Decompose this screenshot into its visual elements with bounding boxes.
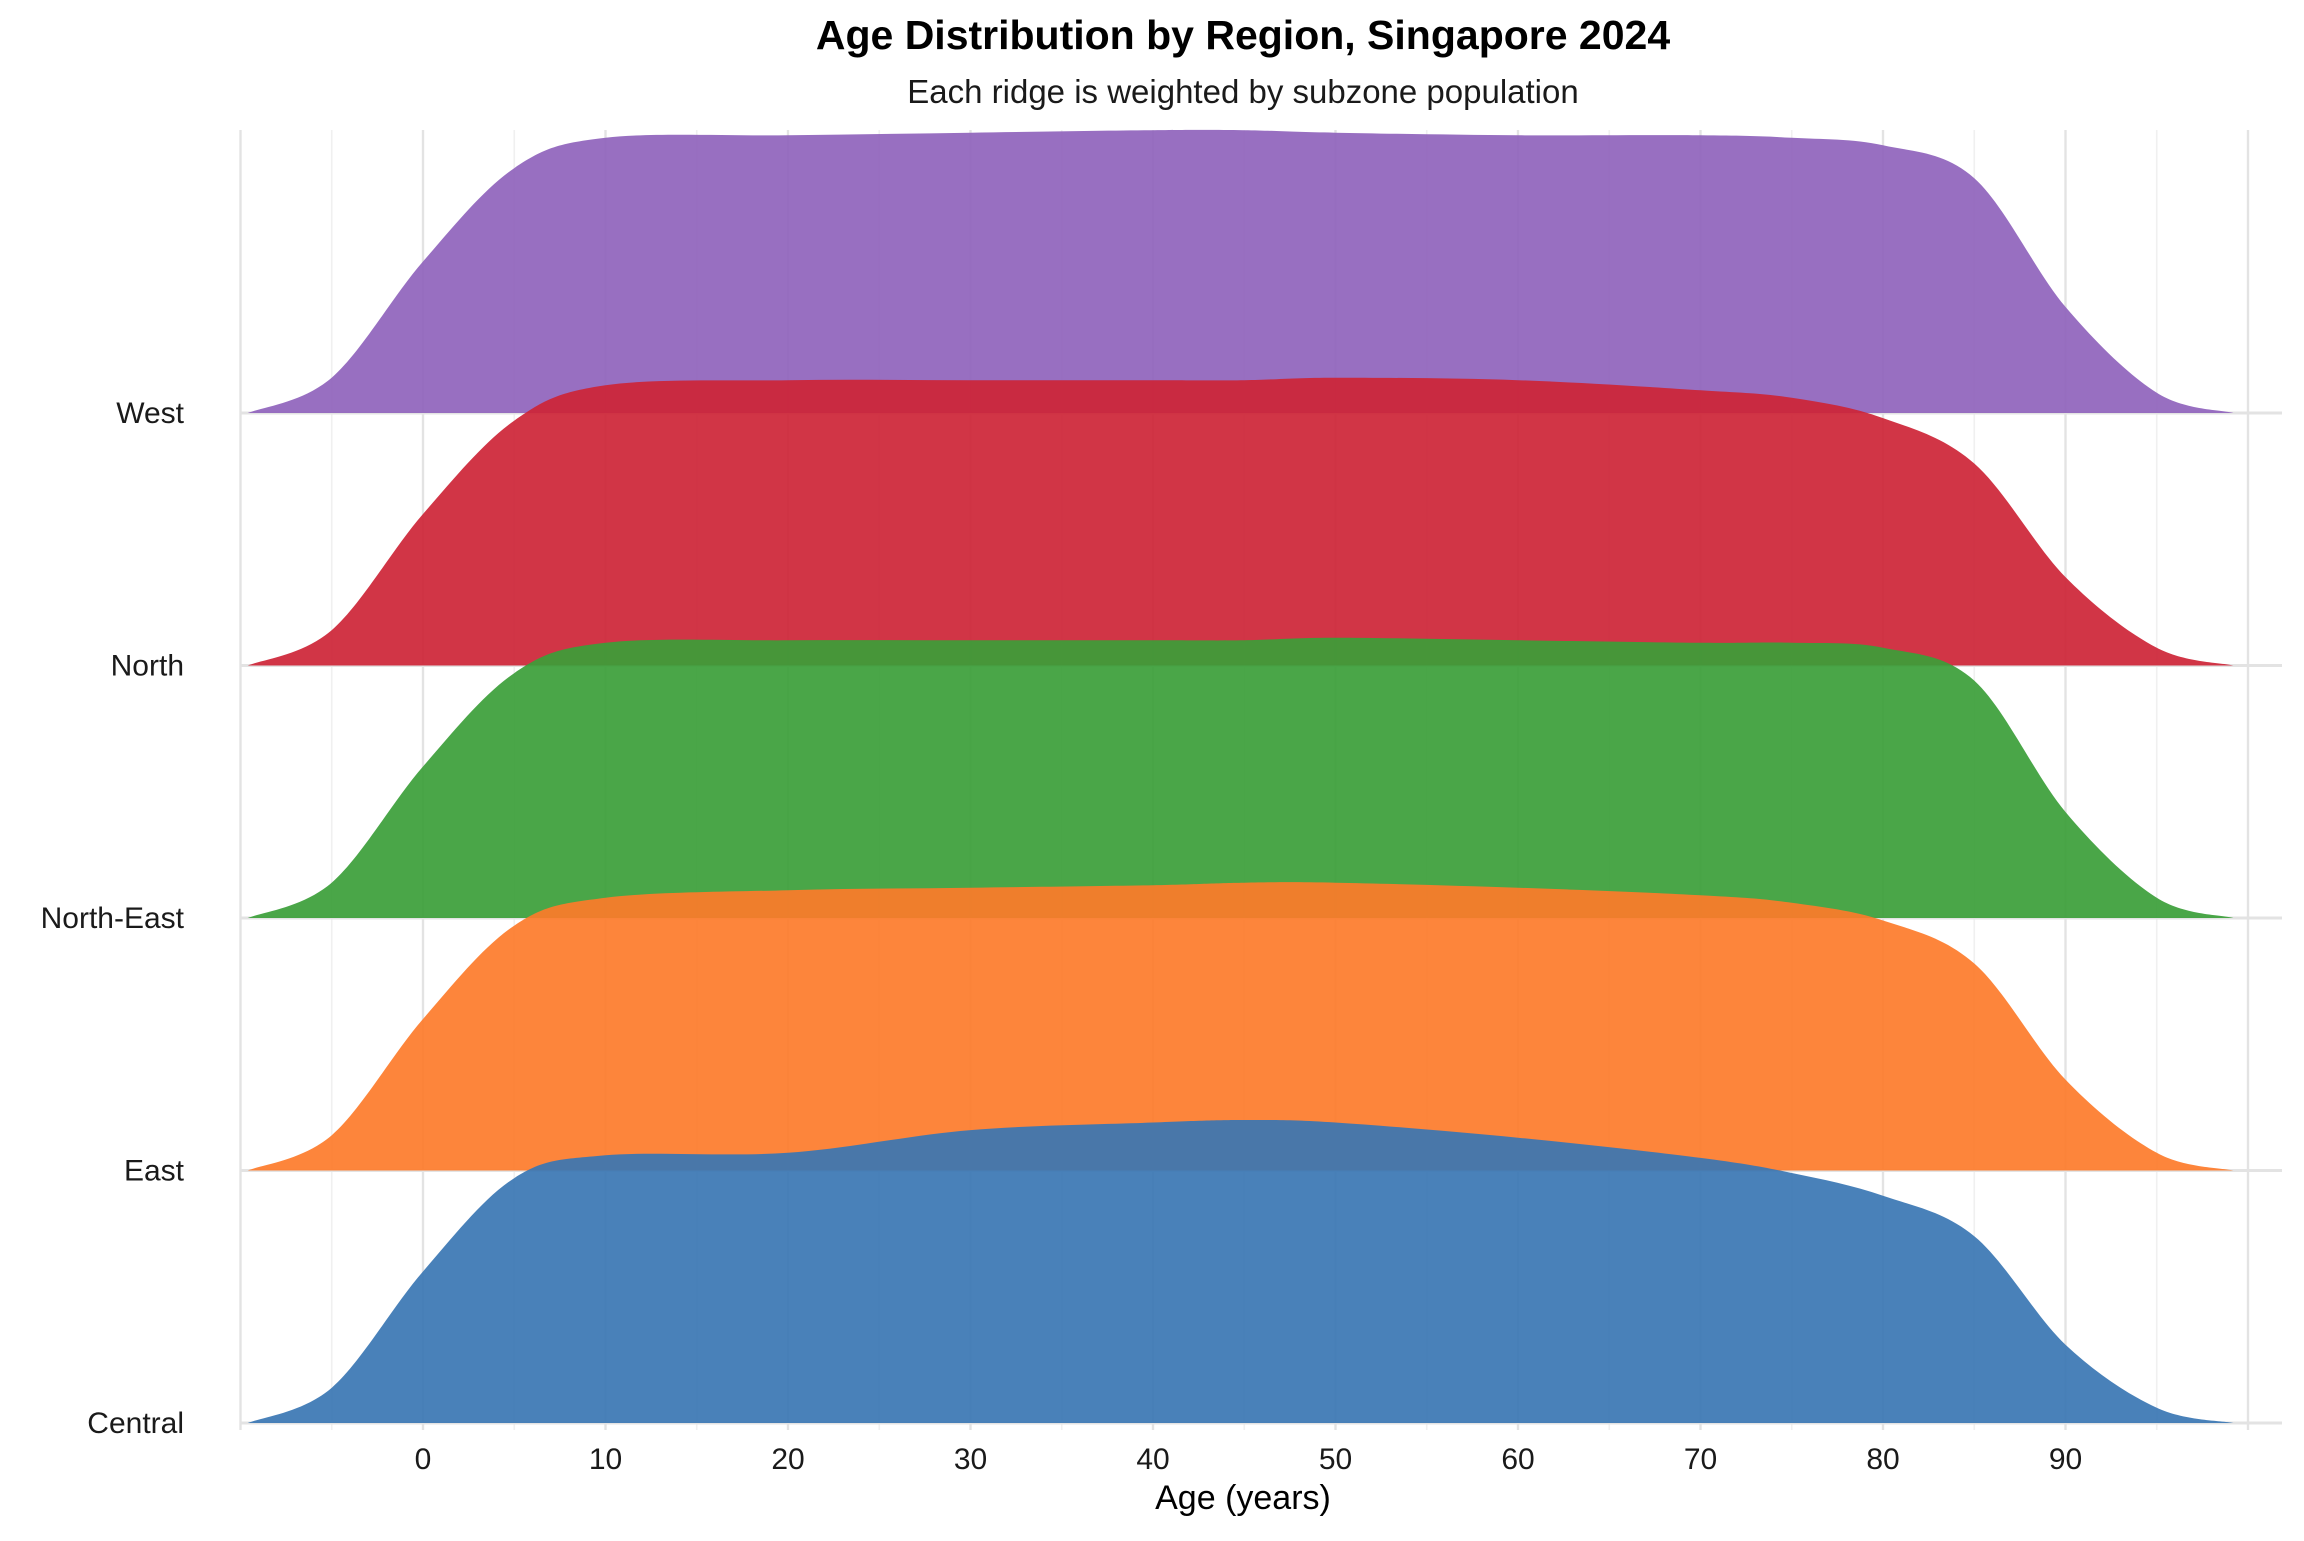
ridge-central bbox=[247, 1119, 2234, 1423]
y-category-label: West bbox=[116, 397, 184, 430]
y-axis-labels: Central East North-East North West bbox=[41, 397, 185, 1440]
y-category-label: North bbox=[111, 650, 184, 683]
x-tick-label: 20 bbox=[771, 1443, 804, 1476]
x-axis-ticks: 0 10 20 30 40 50 60 70 80 90 bbox=[415, 1443, 2083, 1476]
x-tick-label: 90 bbox=[2049, 1443, 2082, 1476]
x-tick-label: 10 bbox=[589, 1443, 622, 1476]
ridge-north bbox=[247, 377, 2234, 666]
x-axis-title: Age (years) bbox=[1155, 1479, 1331, 1517]
ridge-north-east bbox=[247, 637, 2234, 918]
chart-subtitle: Each ridge is weighted by subzone popula… bbox=[907, 73, 1578, 110]
y-category-label: Central bbox=[87, 1407, 184, 1440]
ridges bbox=[247, 129, 2234, 1423]
ridge-west bbox=[247, 129, 2234, 413]
y-category-label: North-East bbox=[41, 902, 185, 935]
x-tick-label: 30 bbox=[954, 1443, 987, 1476]
x-tick-label: 60 bbox=[1501, 1443, 1534, 1476]
ridge-east bbox=[247, 882, 2234, 1171]
x-tick-label: 50 bbox=[1319, 1443, 1352, 1476]
x-tick-label: 70 bbox=[1684, 1443, 1717, 1476]
y-category-label: East bbox=[124, 1155, 185, 1188]
x-tick-label: 80 bbox=[1866, 1443, 1899, 1476]
chart-title: Age Distribution by Region, Singapore 20… bbox=[816, 12, 1670, 58]
x-tick-label: 0 bbox=[415, 1443, 432, 1476]
x-tick-label: 40 bbox=[1136, 1443, 1169, 1476]
